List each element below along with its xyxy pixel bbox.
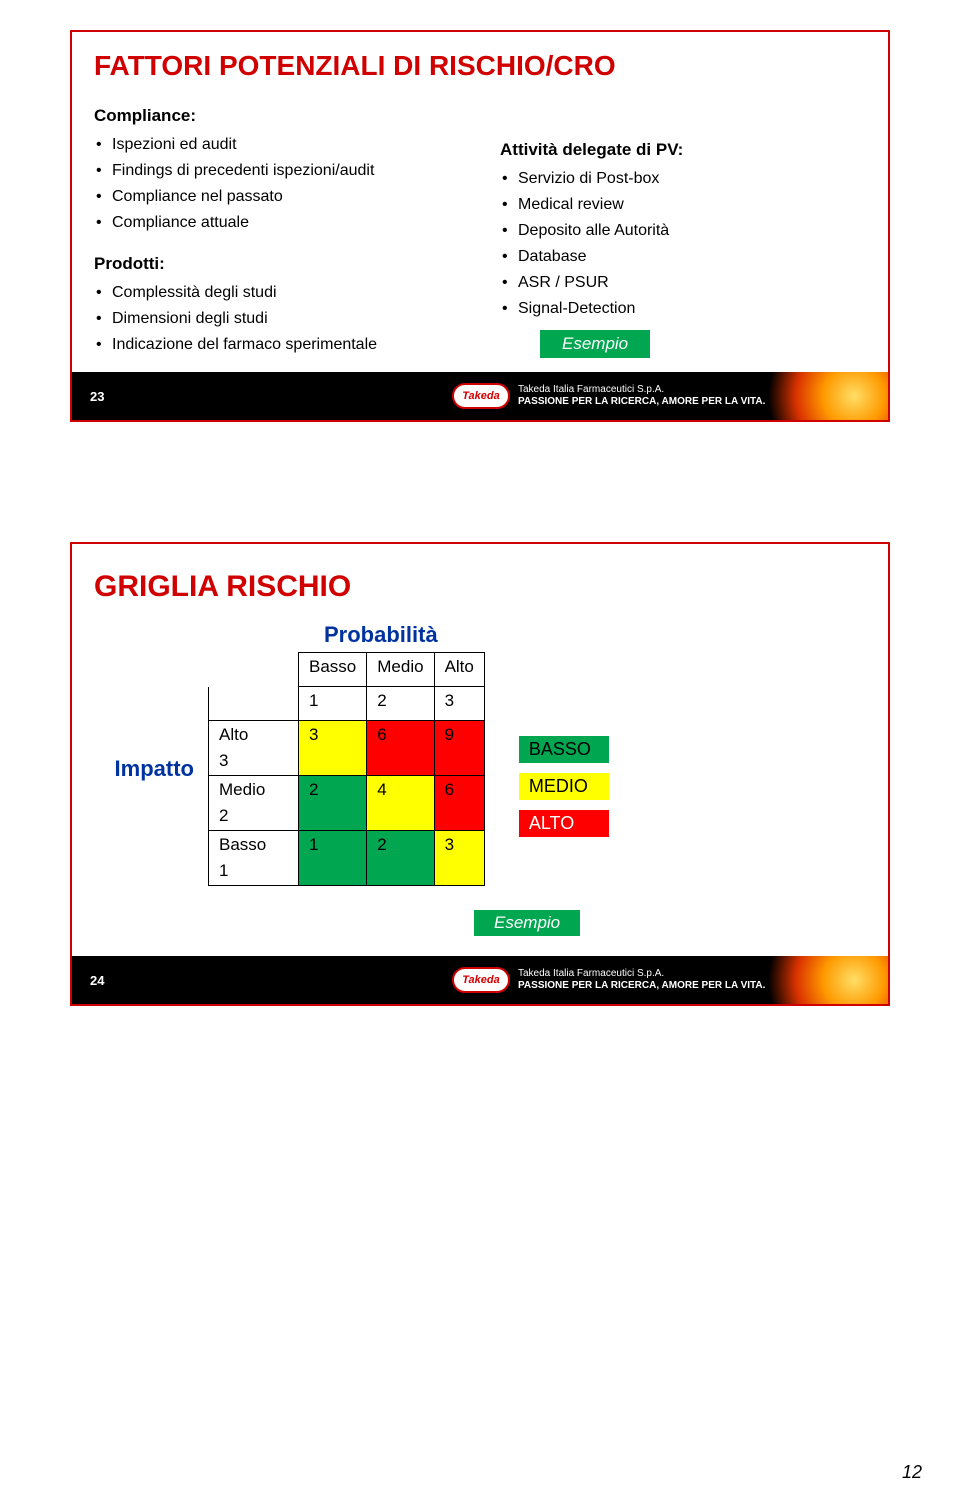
col-number: 3 — [434, 687, 484, 721]
risk-grid-table: Basso Medio Alto 1 2 3 Alto 3 — [208, 652, 485, 886]
slide2-footer: 24 Takeda Takeda Italia Farmaceutici S.p… — [72, 956, 888, 1004]
risk-cell: 2 — [367, 831, 434, 886]
list-item: Database — [502, 244, 866, 270]
legend-medio: MEDIO — [519, 773, 609, 800]
page-number: 12 — [902, 1462, 922, 1483]
col-number: 2 — [367, 687, 434, 721]
takeda-logo-icon: Takeda — [452, 383, 510, 409]
risk-cell: 6 — [434, 776, 484, 831]
list-item: Signal-Detection — [502, 296, 866, 322]
attivita-heading: Attività delegate di PV: — [500, 140, 866, 160]
col-number: 1 — [299, 687, 367, 721]
slide2-title: GRIGLIA RISCHIO — [94, 570, 866, 604]
col-header: Basso — [299, 653, 367, 687]
list-item: Dimensioni degli studi — [96, 306, 460, 332]
slide1-left-column: Compliance: Ispezioni ed audit Findings … — [94, 96, 460, 358]
compliance-list: Ispezioni ed audit Findings di precedent… — [94, 132, 460, 236]
takeda-logo-icon: Takeda — [452, 967, 510, 993]
risk-cell: 6 — [367, 721, 434, 776]
attivita-list: Servizio di Post-box Medical review Depo… — [500, 166, 866, 322]
list-item: Ispezioni ed audit — [96, 132, 460, 158]
col-header: Medio — [367, 653, 434, 687]
legend-basso: BASSO — [519, 736, 609, 763]
prodotti-list: Complessità degli studi Dimensioni degli… — [94, 280, 460, 358]
slide1-right-column: Attività delegate di PV: Servizio di Pos… — [500, 96, 866, 358]
row-number: 1 — [219, 861, 288, 881]
esempio-button[interactable]: Esempio — [474, 910, 580, 936]
list-item: ASR / PSUR — [502, 270, 866, 296]
esempio-button[interactable]: Esempio — [540, 330, 650, 358]
list-item: Servizio di Post-box — [502, 166, 866, 192]
legend-alto: ALTO — [519, 810, 609, 837]
list-item: Findings di precedenti ispezioni/audit — [96, 158, 460, 184]
legend: BASSO MEDIO ALTO — [519, 702, 609, 837]
risk-cell: 4 — [367, 776, 434, 831]
slide2-number: 24 — [72, 973, 452, 988]
compliance-heading: Compliance: — [94, 106, 460, 126]
list-item: Compliance nel passato — [96, 184, 460, 210]
slide1-footer: 23 Takeda Takeda Italia Farmaceutici S.p… — [72, 372, 888, 420]
prodotti-heading: Prodotti: — [94, 254, 460, 274]
list-item: Deposito alle Autorità — [502, 218, 866, 244]
list-item: Compliance attuale — [96, 210, 460, 236]
list-item: Complessità degli studi — [96, 280, 460, 306]
list-item: Indicazione del farmaco sperimentale — [96, 332, 460, 358]
list-item: Medical review — [502, 192, 866, 218]
probabilita-label: Probabilità — [94, 622, 866, 648]
row-number: 3 — [219, 751, 288, 771]
risk-cell: 3 — [434, 831, 484, 886]
col-header: Alto — [434, 653, 484, 687]
slide-1: FATTORI POTENZIALI DI RISCHIO/CRO Compli… — [70, 30, 890, 422]
risk-cell: 1 — [299, 831, 367, 886]
row-label: Alto — [219, 725, 288, 745]
footer-flare-icon — [718, 372, 888, 420]
impatto-label: Impatto — [94, 756, 194, 782]
slide1-title: FATTORI POTENZIALI DI RISCHIO/CRO — [94, 50, 866, 82]
footer-flare-icon — [718, 956, 888, 1004]
slide1-number: 23 — [72, 389, 452, 404]
row-number: 2 — [219, 806, 288, 826]
slide-2: GRIGLIA RISCHIO Probabilità Impatto Bass… — [70, 542, 890, 1006]
row-label: Medio — [219, 780, 288, 800]
row-label: Basso — [219, 835, 288, 855]
risk-cell: 3 — [299, 721, 367, 776]
risk-cell: 9 — [434, 721, 484, 776]
risk-cell: 2 — [299, 776, 367, 831]
